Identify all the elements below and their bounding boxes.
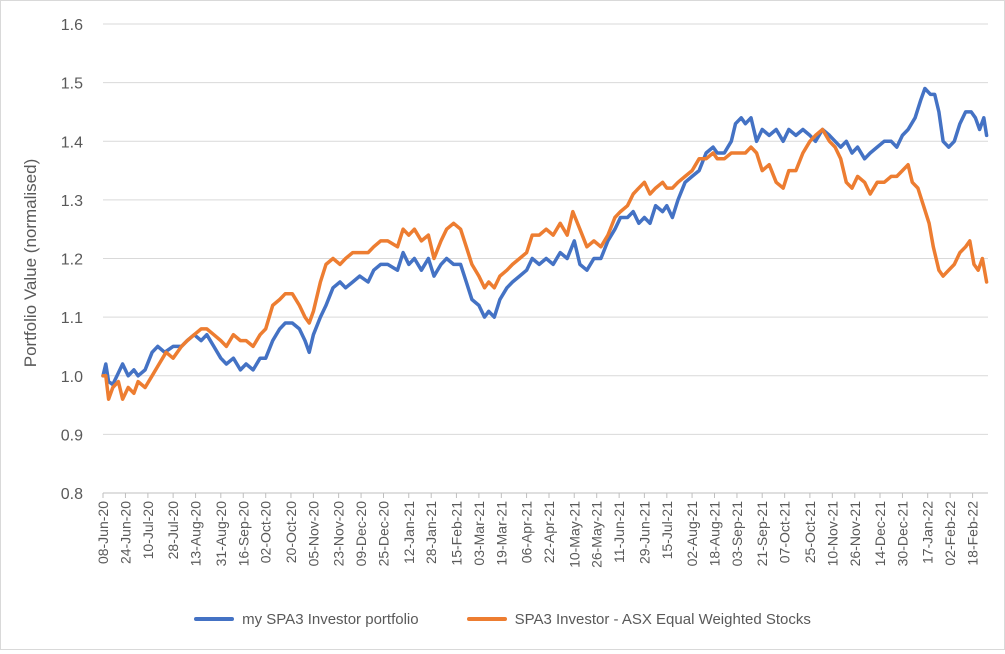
- x-tick-label: 28-Jan-21: [423, 501, 439, 564]
- x-tick-label: 21-Sep-21: [754, 501, 770, 567]
- x-axis-ticks: 08-Jun-20 24-Jun-20 10-Jul-20 28-Jul-20 13-A…: [95, 493, 981, 568]
- x-tick-label: 15-Feb-21: [448, 501, 464, 566]
- x-tick-label: 02-Feb-22: [942, 501, 958, 566]
- x-tick-label: 18-Aug-21: [707, 501, 723, 567]
- legend-item-series-2: SPA3 Investor - ASX Equal Weighted Stock…: [466, 610, 811, 628]
- x-tick-label: 19-Mar-21: [493, 501, 509, 566]
- x-tick-label: 30-Dec-21: [894, 501, 910, 567]
- x-tick-label: 02-Oct-20: [258, 501, 274, 563]
- x-tick-label: 08-Jun-20: [95, 501, 111, 564]
- legend-swatch-series-2: [466, 617, 507, 621]
- legend: my SPA3 Investor portfolio SPA3 Investor…: [0, 606, 1005, 632]
- x-tick-label: 28-Jul-20: [165, 501, 181, 560]
- y-tick-label: 0.8: [61, 486, 83, 503]
- x-tick-label: 11-Jun-21: [611, 501, 627, 563]
- series-line-1: [101, 86, 989, 387]
- x-tick-label: 31-Aug-20: [213, 501, 229, 567]
- x-tick-label: 29-Jun-21: [636, 501, 652, 564]
- x-tick-label: 02-Aug-21: [684, 501, 700, 567]
- x-tick-label: 17-Jan-22: [920, 501, 936, 564]
- x-tick-label: 14-Dec-21: [872, 501, 888, 567]
- x-tick-label: 26-May-21: [589, 501, 605, 568]
- y-axis-label: Portfolio Value (normalised): [21, 159, 40, 368]
- y-axis-ticks: 0.8 0.9 1.0 1.1 1.2 1.3 1.4 1.5 1.6: [61, 17, 83, 503]
- series-lines: [101, 86, 989, 401]
- x-tick-label: 03-Mar-21: [471, 501, 487, 566]
- x-tick-label: 10-Jul-20: [140, 501, 156, 560]
- x-tick-label: 18-Feb-22: [965, 501, 981, 566]
- x-tick-label: 09-Dec-20: [353, 501, 369, 567]
- y-tick-label: 1.3: [61, 193, 83, 210]
- x-tick-label: 12-Jan-21: [401, 501, 417, 564]
- gridlines: [103, 23, 988, 435]
- x-tick-label: 07-Oct-21: [777, 501, 793, 563]
- y-tick-label: 1.2: [61, 252, 83, 269]
- legend-swatch-series-1: [194, 617, 235, 621]
- x-tick-label: 06-Apr-21: [519, 501, 535, 563]
- x-tick-label: 05-Nov-20: [305, 501, 321, 567]
- x-tick-label: 26-Nov-21: [847, 501, 863, 567]
- x-tick-label: 03-Sep-21: [729, 501, 745, 567]
- legend-label-series-1: my SPA3 Investor portfolio: [242, 610, 419, 628]
- legend-item-series-1: my SPA3 Investor portfolio: [194, 610, 419, 628]
- x-tick-label: 22-Apr-21: [541, 501, 557, 563]
- y-tick-label: 1.4: [61, 134, 83, 151]
- x-tick-label: 25-Dec-20: [376, 501, 392, 567]
- y-tick-label: 1.6: [61, 17, 83, 34]
- y-tick-label: 1.0: [61, 369, 83, 386]
- series-line-2: [101, 127, 989, 401]
- x-tick-label: 20-Oct-20: [283, 501, 299, 563]
- x-tick-label: 25-Oct-21: [802, 501, 818, 563]
- x-tick-label: 16-Sep-20: [235, 501, 251, 567]
- x-tick-label: 24-Jun-20: [117, 501, 133, 564]
- x-tick-label: 23-Nov-20: [331, 501, 347, 567]
- y-tick-label: 1.1: [61, 310, 83, 327]
- x-tick-label: 10-Nov-21: [824, 501, 840, 567]
- legend-label-series-2: SPA3 Investor - ASX Equal Weighted Stock…: [514, 610, 811, 628]
- y-tick-label: 1.5: [61, 76, 83, 93]
- x-tick-label: 13-Aug-20: [188, 501, 204, 567]
- y-tick-label: 0.9: [61, 427, 83, 444]
- x-tick-label: 15-Jul-21: [659, 501, 675, 560]
- x-tick-label: 10-May-21: [566, 501, 582, 568]
